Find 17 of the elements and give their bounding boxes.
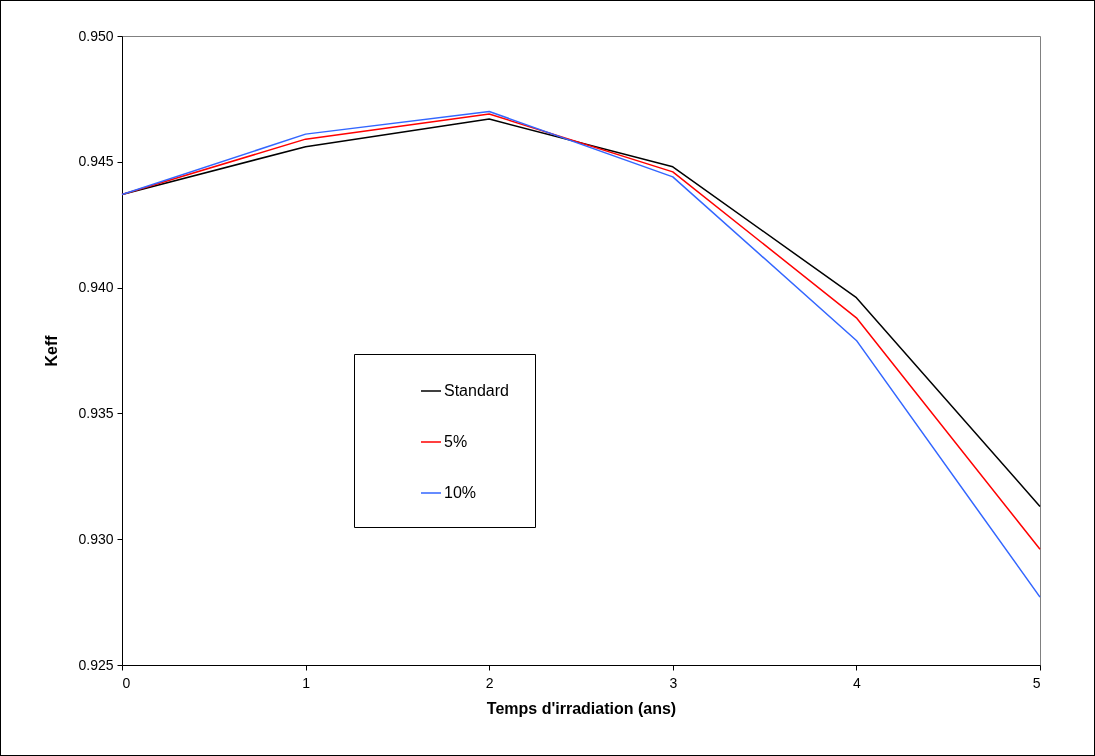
x-tick-label: 3 xyxy=(669,674,678,691)
y-axis-title: Keff xyxy=(43,334,61,367)
x-tick-label: 0 xyxy=(122,674,131,691)
x-tick-label: 4 xyxy=(853,674,861,691)
y-tick-label: 0.940 xyxy=(78,279,114,296)
x-tick-label: 1 xyxy=(302,674,311,691)
x-axis-title: Temps d'irradiation (ans) xyxy=(486,699,677,717)
legend-label: 10% xyxy=(444,484,477,501)
y-tick-label: 0.950 xyxy=(78,27,114,44)
legend-label: 5% xyxy=(444,433,468,450)
y-tick-label: 0.925 xyxy=(78,656,114,673)
legend-label: Standard xyxy=(444,382,509,399)
x-tick-label: 2 xyxy=(485,674,494,691)
y-tick-label: 0.930 xyxy=(78,530,114,547)
y-tick-label: 0.945 xyxy=(78,153,114,170)
x-tick-label: 5 xyxy=(1032,674,1041,691)
y-tick-label: 0.935 xyxy=(78,404,114,421)
